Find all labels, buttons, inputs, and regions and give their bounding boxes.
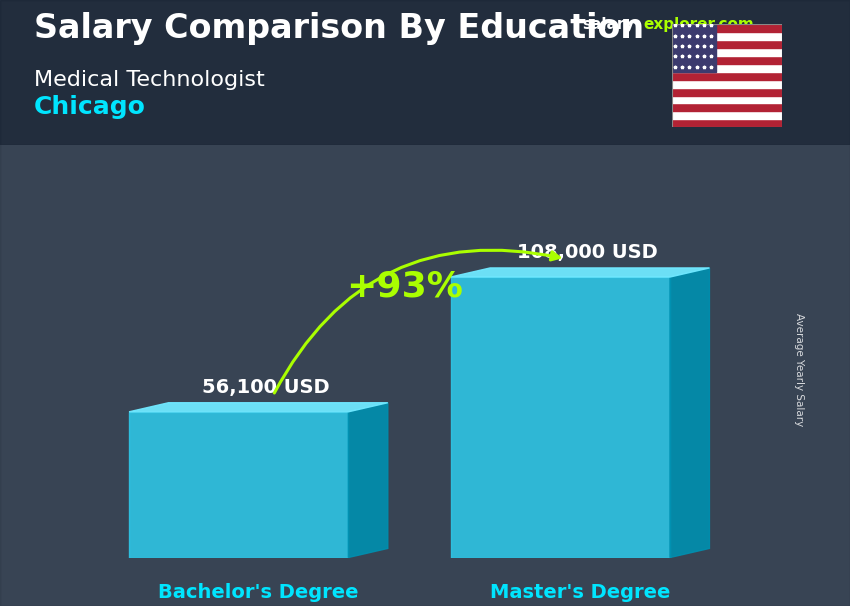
Bar: [672, 40, 782, 48]
Text: Average Yearly Salary: Average Yearly Salary: [794, 313, 804, 426]
Bar: [672, 104, 782, 112]
Text: 108,000 USD: 108,000 USD: [517, 244, 658, 262]
Bar: [672, 24, 716, 72]
Bar: [672, 64, 782, 72]
Bar: [672, 56, 782, 64]
Bar: [672, 24, 782, 32]
Bar: [672, 48, 782, 56]
Polygon shape: [670, 268, 710, 558]
Text: explorer.com: explorer.com: [643, 18, 754, 33]
Bar: [672, 80, 782, 88]
Polygon shape: [348, 403, 388, 558]
Text: Bachelor's Degree: Bachelor's Degree: [158, 583, 359, 602]
Bar: [672, 112, 782, 119]
Text: salary: salary: [582, 18, 635, 33]
Polygon shape: [450, 277, 670, 558]
Text: Chicago: Chicago: [34, 95, 146, 119]
Bar: [672, 88, 782, 96]
Bar: [672, 96, 782, 104]
Text: Medical Technologist: Medical Technologist: [34, 70, 264, 90]
Polygon shape: [129, 412, 348, 558]
Polygon shape: [450, 268, 710, 277]
Text: Salary Comparison By Education: Salary Comparison By Education: [34, 12, 644, 45]
Bar: [672, 32, 782, 40]
Text: Master's Degree: Master's Degree: [490, 583, 671, 602]
Text: +93%: +93%: [346, 269, 463, 303]
Polygon shape: [129, 403, 388, 412]
Bar: [672, 119, 782, 127]
Text: 56,100 USD: 56,100 USD: [202, 378, 330, 398]
Bar: [672, 72, 782, 80]
